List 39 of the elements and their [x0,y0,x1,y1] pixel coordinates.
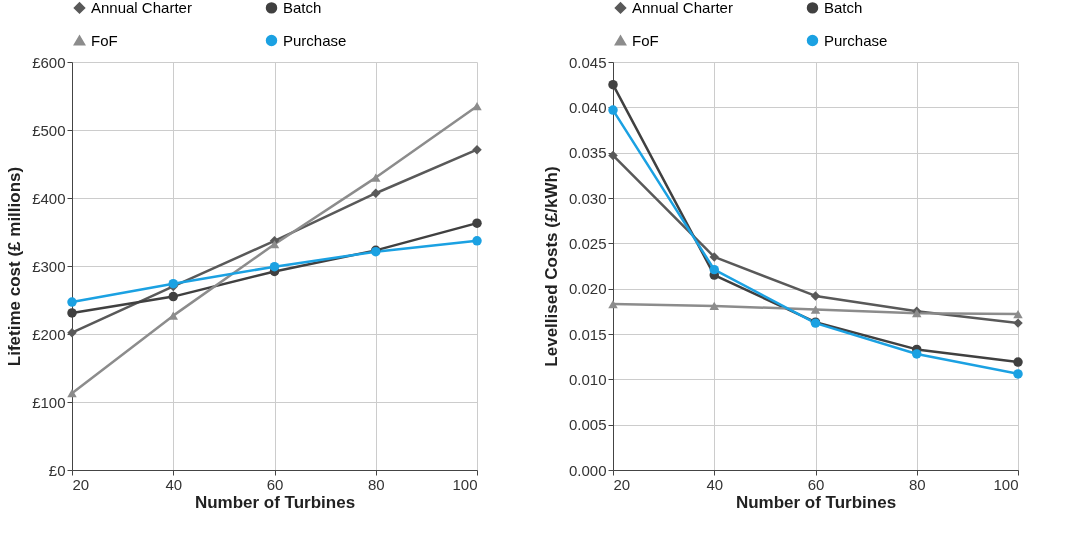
legend-label: Batch [824,0,863,16]
legend-label: Purchase [283,31,347,49]
y-tick-label: £500 [32,121,66,139]
x-tick-label: 80 [908,475,926,493]
y-tick-label: £100 [32,393,66,411]
y-tick-label: £0 [48,461,66,479]
y-tick-label: 0.025 [568,234,607,252]
y-tick-label: £600 [32,53,66,71]
legend-label: FoF [632,31,659,49]
y-tick-label: 0.045 [568,53,607,71]
legend-label: Purchase [824,31,888,49]
y-axis-title: Lifetime cost (£ millions) [5,166,25,367]
y-tick-label: 0.005 [568,416,607,434]
y-tick-label: 0.010 [568,370,607,388]
y-tick-label: £200 [32,325,66,343]
y-tick-label: £400 [32,189,66,207]
x-tick-label: 40 [165,475,183,493]
legend-label: Batch [283,0,322,16]
x-axis-title: Number of Turbines [194,492,356,512]
x-axis-title: Number of Turbines [735,492,897,512]
legend-label: FoF [91,31,118,49]
y-tick-label: £300 [32,257,66,275]
x-tick-label: 20 [613,475,631,493]
x-tick-label: 60 [266,475,284,493]
x-tick-label: 20 [72,475,90,493]
y-tick-label: 0.000 [568,461,607,479]
y-tick-label: 0.035 [568,144,607,162]
legend-label: Annual Charter [632,0,733,16]
y-tick-label: 0.015 [568,325,607,343]
legend-label: Annual Charter [91,0,192,16]
y-axis-title: Levellised Costs (£/kWh) [541,166,561,367]
x-tick-label: 100 [452,475,478,493]
y-tick-label: 0.040 [568,98,607,116]
y-tick-label: 0.020 [568,280,607,298]
x-tick-label: 60 [807,475,825,493]
x-tick-label: 80 [367,475,385,493]
x-tick-label: 100 [993,475,1019,493]
y-tick-label: 0.030 [568,189,607,207]
x-tick-label: 40 [706,475,724,493]
